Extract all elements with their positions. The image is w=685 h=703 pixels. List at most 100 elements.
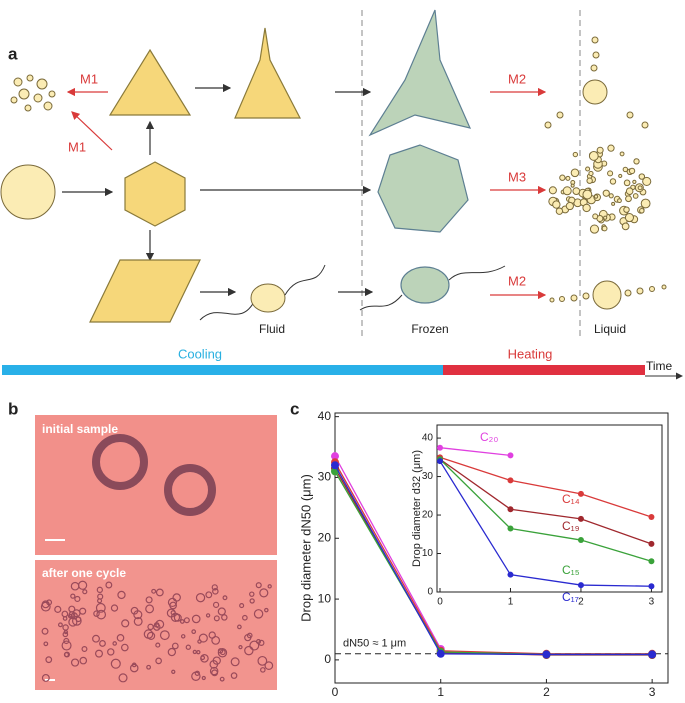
drop-image: [110, 658, 121, 669]
drop-image: [155, 619, 165, 629]
drop-image: [112, 641, 117, 646]
drop-image: [68, 611, 76, 618]
arrow: [71, 111, 113, 151]
data-point: [507, 506, 514, 513]
drop-image: [107, 648, 115, 656]
droplet: [585, 166, 591, 172]
data-point: [577, 582, 584, 589]
droplet: [632, 179, 637, 184]
tail: [199, 299, 256, 321]
droplet: [608, 193, 614, 199]
drop-image: [244, 633, 252, 642]
image-label: initial sample: [42, 422, 118, 436]
droplet: [562, 186, 572, 196]
drop-image: [110, 604, 119, 612]
drop-image: [54, 605, 62, 613]
drop-image: [260, 667, 266, 673]
data-point: [648, 540, 655, 547]
droplet: [592, 213, 599, 220]
drop-image: [230, 657, 240, 667]
droplet: [572, 151, 579, 158]
drop-image: [129, 663, 139, 673]
drop-image: [118, 673, 128, 683]
droplet: [624, 212, 635, 223]
triangle: [108, 48, 192, 116]
x-tick-label: 3: [649, 685, 656, 699]
mechanism-label: M1: [80, 71, 98, 86]
fluid-drop: [250, 283, 286, 313]
drop-image: [147, 623, 154, 631]
drop-image: [45, 656, 53, 664]
drop-image: [255, 582, 262, 589]
drop-image: [70, 593, 76, 599]
data-point: [577, 490, 584, 497]
drop-image: [133, 616, 143, 626]
tail: [359, 265, 506, 311]
data-point: [507, 525, 514, 532]
plot-frame: [436, 424, 663, 593]
panel-c: c 0123010203040Number of cyclesDrop diam…: [290, 399, 669, 703]
drop-image: [155, 588, 164, 597]
drop-image: [217, 648, 228, 658]
droplet: [572, 187, 581, 195]
drop-image: [95, 602, 106, 613]
timeline-label: Cooling: [178, 346, 222, 361]
drop-image: [185, 644, 192, 650]
droplet: [642, 176, 652, 187]
drop-image: [267, 584, 272, 589]
droplet: [601, 225, 608, 232]
data-point: [648, 513, 655, 520]
drop-image: [75, 616, 82, 623]
y-tick-label: 30: [318, 470, 332, 484]
drop-image: [191, 614, 201, 624]
drop-image: [211, 635, 221, 645]
droplet: [588, 151, 599, 161]
droplet: [628, 167, 636, 175]
drop-image: [63, 629, 69, 635]
x-tick-label: 3: [649, 597, 655, 608]
drop-image: [96, 586, 103, 593]
y-tick-label: 20: [318, 530, 332, 544]
droplet: [559, 174, 566, 181]
drop-image: [249, 591, 255, 597]
micrograph: [35, 415, 277, 555]
drop-image: [253, 609, 264, 619]
mechanism-label: M2: [508, 273, 526, 288]
mechanism-label: M3: [508, 169, 526, 184]
droplet: [596, 146, 604, 154]
drop-image: [249, 598, 255, 604]
x-tick-label: 0: [437, 597, 443, 608]
droplet: [633, 158, 640, 165]
droplet: [638, 173, 646, 180]
drop-image: [259, 588, 269, 598]
drop-image: [258, 639, 265, 646]
drop-image: [81, 646, 88, 653]
drop-image: [171, 642, 179, 650]
series-label: C₁₇: [562, 590, 579, 604]
data-point: [436, 649, 445, 658]
drop-image: [62, 631, 69, 638]
cooling-bar: [2, 365, 443, 375]
data-point: [577, 515, 584, 522]
droplet: [637, 185, 643, 191]
triangle-spiked: [234, 27, 301, 119]
drop-image: [197, 639, 202, 644]
drop-image: [41, 673, 50, 682]
drop-image: [217, 607, 226, 616]
data-point: [507, 571, 514, 578]
droplets: [10, 74, 56, 112]
drop-image: [61, 640, 72, 651]
drop-image: [96, 609, 107, 620]
droplet: [588, 170, 594, 177]
data-point: [507, 452, 514, 459]
drop-image: [151, 588, 157, 594]
drop-image: [211, 584, 218, 591]
droplet: [570, 183, 575, 188]
droplet: [555, 207, 564, 215]
droplet: [617, 198, 622, 204]
series-line: [439, 458, 652, 545]
drop-image: [170, 610, 176, 616]
drop-image: [155, 657, 162, 665]
drop-image: [257, 655, 268, 666]
